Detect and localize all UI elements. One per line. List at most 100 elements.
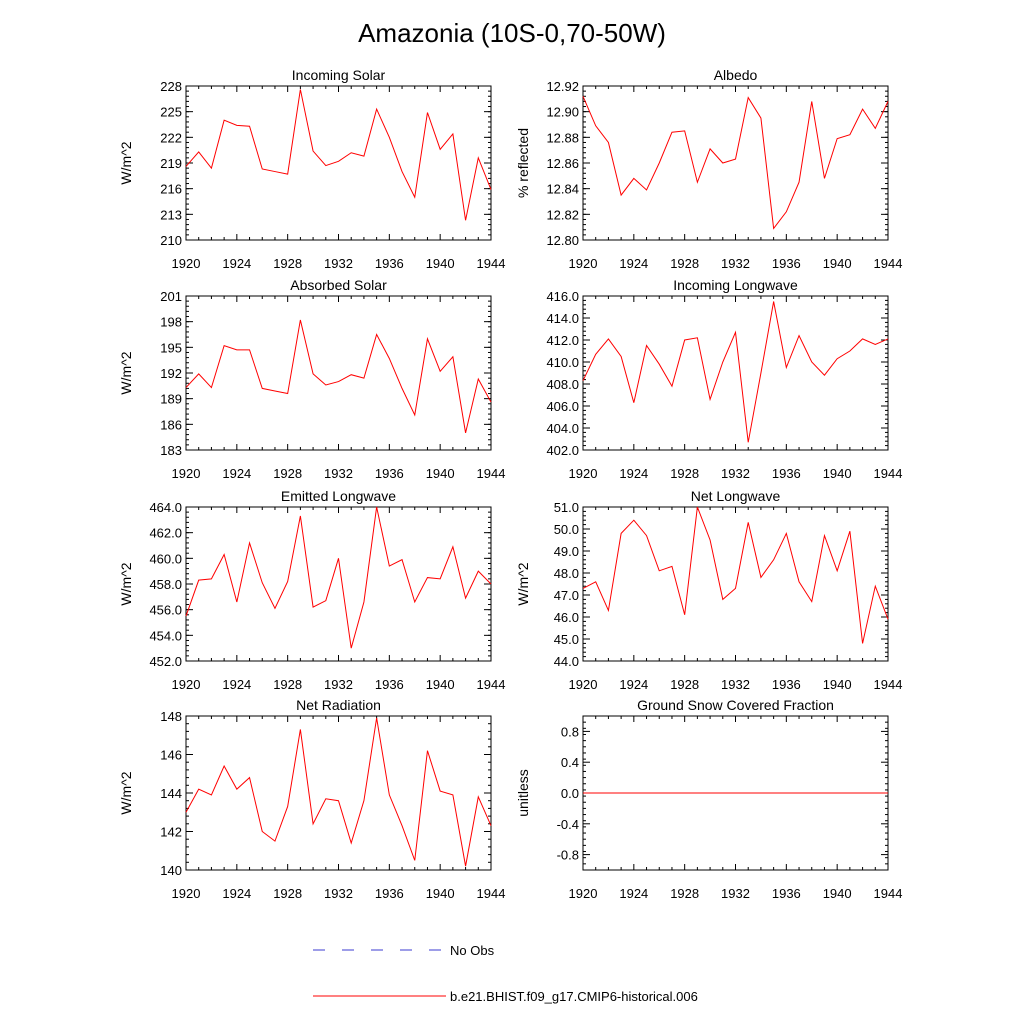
panel-title: Emitted Longwave bbox=[281, 488, 396, 504]
y-tick-label: 402.0 bbox=[546, 443, 579, 458]
series-line bbox=[185, 319, 492, 434]
y-tick-label: 183 bbox=[160, 443, 182, 458]
y-tick-label: -0.8 bbox=[557, 848, 579, 863]
y-axis-label: W/m^2 bbox=[515, 562, 531, 605]
x-tick-label: 1932 bbox=[721, 886, 750, 901]
x-tick-label: 1924 bbox=[619, 677, 648, 692]
x-tick-label: 1932 bbox=[721, 256, 750, 271]
y-tick-label: 142 bbox=[160, 825, 182, 840]
y-tick-label: 460.0 bbox=[149, 551, 182, 566]
series-line bbox=[185, 717, 492, 867]
y-tick-label: 50.0 bbox=[554, 522, 579, 537]
y-tick-label: 412.0 bbox=[546, 333, 579, 348]
x-tick-label: 1932 bbox=[324, 256, 353, 271]
y-tick-label: 12.92 bbox=[546, 79, 579, 94]
x-tick-label: 1944 bbox=[874, 677, 903, 692]
y-tick-label: 416.0 bbox=[546, 289, 579, 304]
y-axis-label: unitless bbox=[515, 769, 531, 816]
y-axis-label: % reflected bbox=[515, 128, 531, 198]
x-tick-label: 1924 bbox=[222, 677, 251, 692]
x-tick-label: 1944 bbox=[874, 466, 903, 481]
y-tick-label: 12.84 bbox=[546, 182, 579, 197]
y-tick-label: 458.0 bbox=[149, 577, 182, 592]
y-tick-label: 148 bbox=[160, 709, 182, 724]
x-tick-label: 1920 bbox=[569, 466, 598, 481]
plot-frame bbox=[582, 85, 889, 241]
x-tick-label: 1920 bbox=[172, 677, 201, 692]
y-tick-label: 12.82 bbox=[546, 207, 579, 222]
y-axis-label: W/m^2 bbox=[118, 351, 134, 394]
y-tick-label: 219 bbox=[160, 156, 182, 171]
x-tick-label: 1940 bbox=[426, 466, 455, 481]
panel-title: Net Radiation bbox=[296, 697, 381, 713]
y-tick-label: 222 bbox=[160, 130, 182, 145]
x-tick-label: 1944 bbox=[477, 256, 506, 271]
x-tick-label: 1940 bbox=[426, 677, 455, 692]
x-tick-label: 1924 bbox=[222, 256, 251, 271]
x-tick-label: 1940 bbox=[426, 886, 455, 901]
x-tick-label: 1936 bbox=[375, 677, 404, 692]
panel-7: Net Radiation W/m^2 1920 1924 1928 1932 1936 19… bbox=[118, 697, 505, 901]
panel-1: Incoming Solar W/m^2 1920 1924 1928 1932 1936 1… bbox=[118, 67, 505, 271]
y-tick-label: 462.0 bbox=[149, 526, 182, 541]
x-tick-label: 1924 bbox=[222, 886, 251, 901]
y-tick-label: 146 bbox=[160, 748, 182, 763]
x-tick-label: 1932 bbox=[721, 677, 750, 692]
y-tick-label: -0.4 bbox=[557, 817, 579, 832]
y-tick-label: 201 bbox=[160, 289, 182, 304]
y-tick-label: 195 bbox=[160, 340, 182, 355]
x-tick-label: 1924 bbox=[222, 466, 251, 481]
x-tick-label: 1928 bbox=[273, 256, 302, 271]
panel-3: Absorbed Solar W/m^2 1920 1924 1928 1932 1936 1… bbox=[118, 277, 505, 481]
y-tick-label: 12.86 bbox=[546, 156, 579, 171]
x-tick-label: 1924 bbox=[619, 466, 648, 481]
y-tick-label: 198 bbox=[160, 315, 182, 330]
x-tick-label: 1944 bbox=[874, 256, 903, 271]
x-tick-label: 1932 bbox=[324, 886, 353, 901]
series-line bbox=[185, 506, 492, 649]
legend: No Obs b.e21.BHIST.f09_g17.CMIP6-histori… bbox=[313, 943, 698, 1004]
series-line bbox=[582, 506, 889, 644]
x-tick-label: 1928 bbox=[273, 466, 302, 481]
y-tick-label: 414.0 bbox=[546, 311, 579, 326]
y-tick-label: 189 bbox=[160, 392, 182, 407]
x-tick-label: 1920 bbox=[569, 256, 598, 271]
x-tick-label: 1920 bbox=[172, 886, 201, 901]
x-tick-label: 1944 bbox=[477, 677, 506, 692]
x-tick-label: 1924 bbox=[619, 886, 648, 901]
y-axis-label: W/m^2 bbox=[118, 141, 134, 184]
x-tick-label: 1936 bbox=[375, 886, 404, 901]
y-tick-label: 228 bbox=[160, 79, 182, 94]
y-tick-label: 213 bbox=[160, 207, 182, 222]
y-tick-label: 408.0 bbox=[546, 377, 579, 392]
panel-2: Albedo % reflected 1920 1924 1928 1932 1936 194… bbox=[515, 67, 902, 271]
y-tick-label: 406.0 bbox=[546, 399, 579, 414]
y-tick-label: 452.0 bbox=[149, 654, 182, 669]
y-tick-label: 12.80 bbox=[546, 233, 579, 248]
panel-title: Incoming Solar bbox=[292, 67, 386, 83]
x-tick-label: 1936 bbox=[772, 466, 801, 481]
y-tick-label: 12.90 bbox=[546, 105, 579, 120]
x-tick-label: 1940 bbox=[426, 256, 455, 271]
panel-8: Ground Snow Covered Fraction unitless 1920… bbox=[515, 697, 902, 901]
y-tick-label: 144 bbox=[160, 786, 182, 801]
y-tick-label: 0.0 bbox=[561, 786, 579, 801]
x-tick-label: 1928 bbox=[670, 886, 699, 901]
x-tick-label: 1936 bbox=[375, 466, 404, 481]
plot-frame bbox=[582, 506, 889, 662]
y-tick-label: 51.0 bbox=[554, 500, 579, 515]
y-tick-label: 48.0 bbox=[554, 566, 579, 581]
x-tick-label: 1932 bbox=[324, 677, 353, 692]
x-tick-label: 1944 bbox=[477, 466, 506, 481]
y-tick-label: 0.8 bbox=[561, 724, 579, 739]
x-tick-label: 1940 bbox=[823, 466, 852, 481]
y-tick-label: 410.0 bbox=[546, 355, 579, 370]
y-tick-label: 47.0 bbox=[554, 588, 579, 603]
y-tick-label: 49.0 bbox=[554, 544, 579, 559]
y-tick-label: 216 bbox=[160, 182, 182, 197]
y-tick-label: 12.88 bbox=[546, 130, 579, 145]
x-tick-label: 1940 bbox=[823, 256, 852, 271]
plot-frame bbox=[582, 295, 889, 451]
x-tick-label: 1920 bbox=[172, 466, 201, 481]
legend-model-label: b.e21.BHIST.f09_g17.CMIP6-historical.006 bbox=[450, 989, 698, 1004]
